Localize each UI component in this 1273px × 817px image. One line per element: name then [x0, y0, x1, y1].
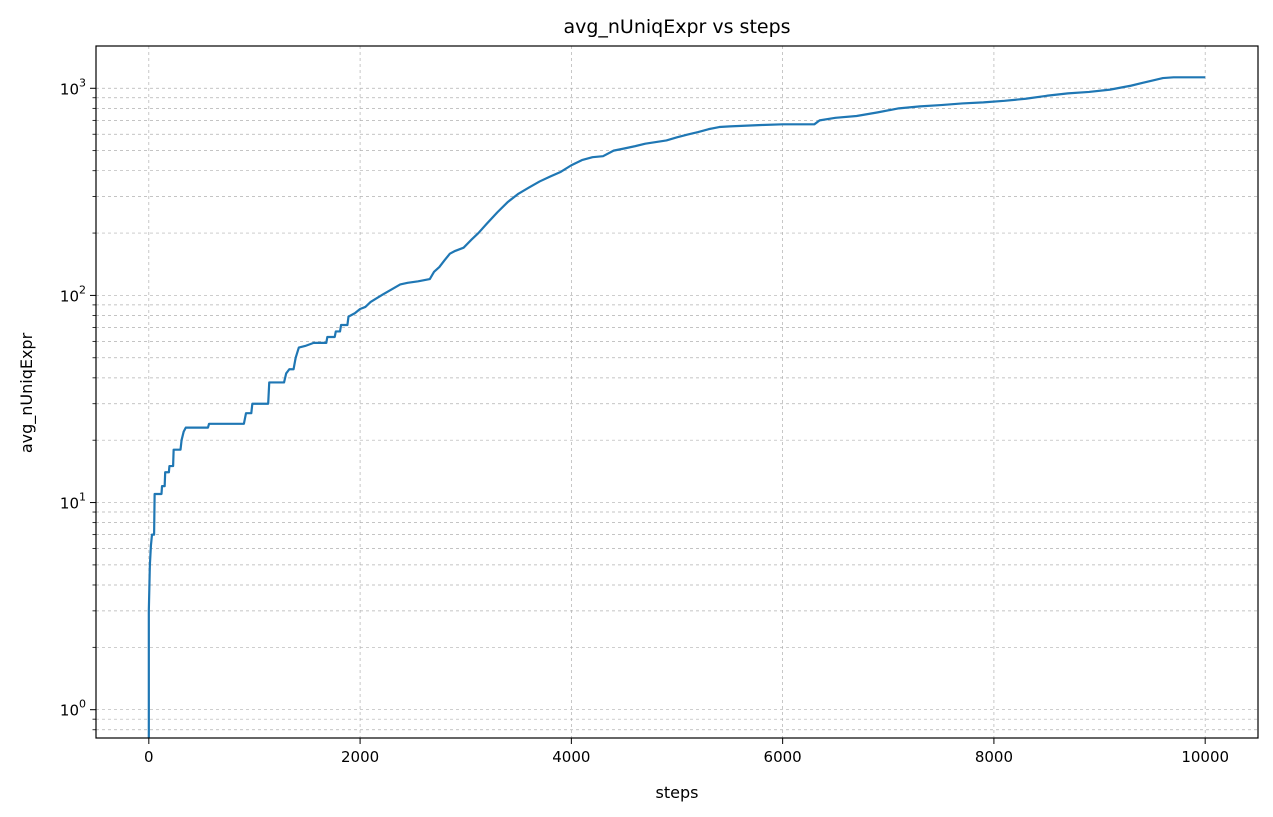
- y-tick-label-base: 10: [60, 287, 79, 305]
- series-line: [147, 76, 1206, 738]
- plot-frame: [95, 45, 1259, 739]
- x-tick-label: 8000: [975, 748, 1013, 766]
- x-tick-label: 6000: [764, 748, 802, 766]
- x-tick-label: 4000: [552, 748, 590, 766]
- y-tick-label-base: 10: [60, 495, 79, 513]
- y-tick-label: 103: [60, 76, 86, 98]
- y-tick-label-exponent: 2: [79, 283, 86, 296]
- y-tick-label-exponent: 3: [79, 76, 86, 89]
- x-tick-labels: 0 2000 4000 6000 8000 10000: [144, 748, 1229, 766]
- y-axis-label: avg_nUniqExpr: [17, 332, 37, 453]
- y-tick-label-exponent: 1: [79, 491, 86, 504]
- grid: [96, 46, 1258, 738]
- x-tick-label: 2000: [341, 748, 379, 766]
- y-tick-label-base: 10: [60, 702, 79, 720]
- chart-title: avg_nUniqExpr vs steps: [563, 16, 790, 38]
- series-layer: [147, 76, 1206, 738]
- x-tick-label: 0: [144, 748, 154, 766]
- y-tick-label: 100: [60, 698, 86, 720]
- x-axis-label: steps: [656, 783, 699, 802]
- x-tick-label: 10000: [1181, 748, 1229, 766]
- y-tick-label: 101: [60, 491, 86, 513]
- y-tick-label-exponent: 0: [79, 698, 86, 711]
- y-tick-label-base: 10: [60, 80, 79, 98]
- y-tick-label: 102: [60, 283, 86, 305]
- major-ticks: [90, 87, 1206, 744]
